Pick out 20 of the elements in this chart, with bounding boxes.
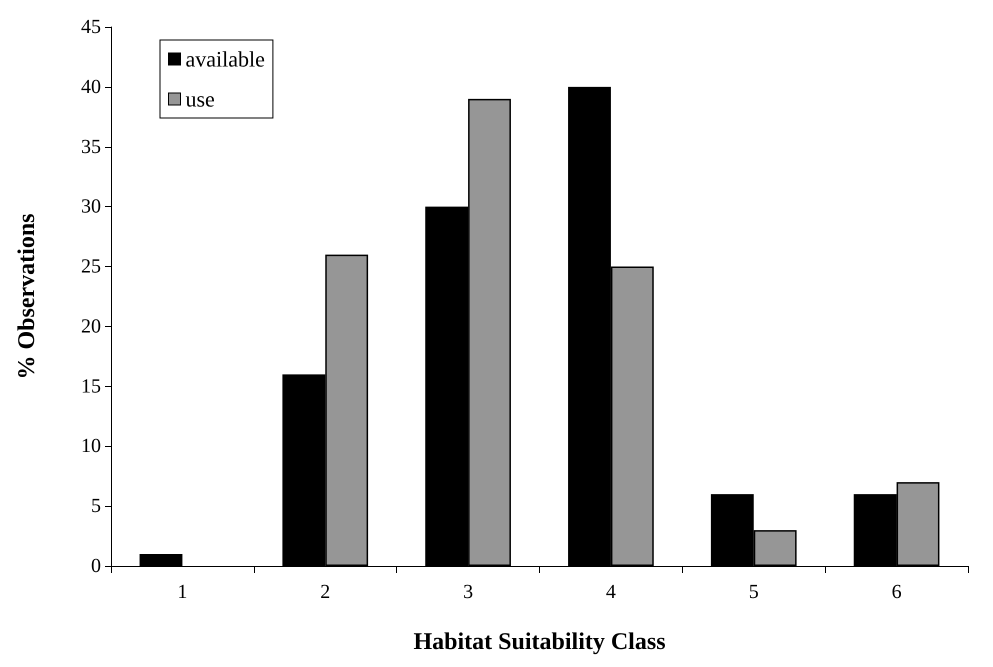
- x-axis-title: Habitat Suitability Class: [413, 629, 666, 655]
- x-tick-label: 1: [177, 581, 188, 603]
- x-tick-label: 2: [320, 581, 330, 603]
- legend-label: use: [186, 86, 215, 112]
- y-tick-label: 0: [91, 555, 101, 577]
- x-tick-label: 4: [606, 581, 616, 603]
- y-tick-label: 25: [81, 256, 101, 278]
- legend-label: available: [186, 46, 265, 72]
- y-tick-label: 45: [81, 16, 101, 38]
- y-tick-label: 30: [81, 196, 101, 218]
- y-tick-label: 15: [81, 375, 101, 398]
- x-tick-label: 3: [463, 581, 474, 603]
- x-tick-label: 5: [748, 581, 759, 603]
- x-tick-label: 6: [892, 581, 902, 603]
- y-axis-title: % Observations: [14, 213, 40, 380]
- y-tick-label: 35: [81, 136, 101, 158]
- y-tick-label: 40: [81, 76, 101, 98]
- y-tick-label: 20: [81, 315, 101, 338]
- y-tick-label: 5: [91, 495, 101, 518]
- y-tick-label: 10: [81, 435, 101, 458]
